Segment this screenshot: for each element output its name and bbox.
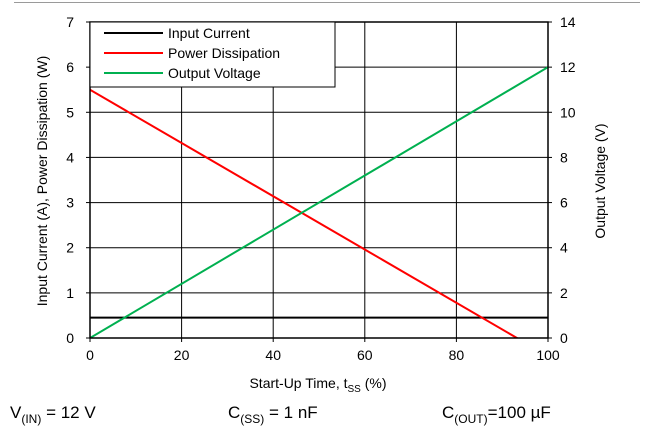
y-left-ticks: 0 1 2 3 4 5 6 7 — [66, 14, 90, 346]
y-right-tick-label: 0 — [560, 330, 568, 346]
y-left-tick-label: 6 — [66, 59, 74, 75]
y-left-tick-label: 3 — [66, 195, 74, 211]
legend-label-output-voltage: Output Voltage — [168, 65, 261, 81]
y-left-tick-label: 7 — [66, 14, 74, 30]
y-left-tick-label: 0 — [66, 330, 74, 346]
conditions: V(IN) = 12 V C(SS) = 1 nF C(OUT)=100 µF — [10, 403, 551, 426]
x-tick-label: 40 — [265, 347, 281, 363]
y-left-tick-label: 2 — [66, 240, 74, 256]
x-tick-label: 0 — [86, 347, 94, 363]
y-right-tick-label: 8 — [560, 149, 568, 165]
legend: Input Current Power Dissipation Output Vol… — [89, 21, 336, 88]
y-right-tick-label: 6 — [560, 195, 568, 211]
series-line-power-dissipation — [90, 88, 519, 338]
x-tick-label: 20 — [174, 347, 190, 363]
y-right-ticks: 0 2 4 6 8 10 12 14 — [548, 14, 576, 346]
y-right-tick-label: 4 — [560, 240, 568, 256]
series-group — [90, 66, 548, 338]
y-left-tick-label: 5 — [66, 104, 74, 120]
series-line-output-voltage — [90, 66, 548, 338]
x-ticks: 0 20 40 60 80 100 — [86, 338, 560, 363]
y-left-tick-label: 1 — [66, 285, 74, 301]
y-left-tick-label: 4 — [66, 149, 74, 165]
x-tick-label: 80 — [449, 347, 465, 363]
condition-text: C(OUT)=100 µF — [442, 403, 551, 426]
legend-label-power-dissipation: Power Dissipation — [168, 45, 280, 61]
condition-text: V(IN) = 12 V — [10, 403, 96, 426]
y-right-axis-label: Output Voltage (V) — [592, 123, 608, 238]
y-right-tick-label: 12 — [560, 59, 576, 75]
x-tick-label: 60 — [357, 347, 373, 363]
condition-text: C(SS) = 1 nF — [228, 403, 318, 426]
y-left-axis-label: Input Current (A), Power Dissipation (W) — [34, 56, 50, 307]
x-axis-label: Start-Up Time, tSS (%) — [249, 375, 386, 395]
y-right-tick-label: 14 — [560, 14, 576, 30]
y-right-tick-label: 10 — [560, 104, 576, 120]
y-right-tick-label: 2 — [560, 285, 568, 301]
legend-label-input-current: Input Current — [168, 25, 250, 41]
x-tick-label: 100 — [536, 347, 560, 363]
